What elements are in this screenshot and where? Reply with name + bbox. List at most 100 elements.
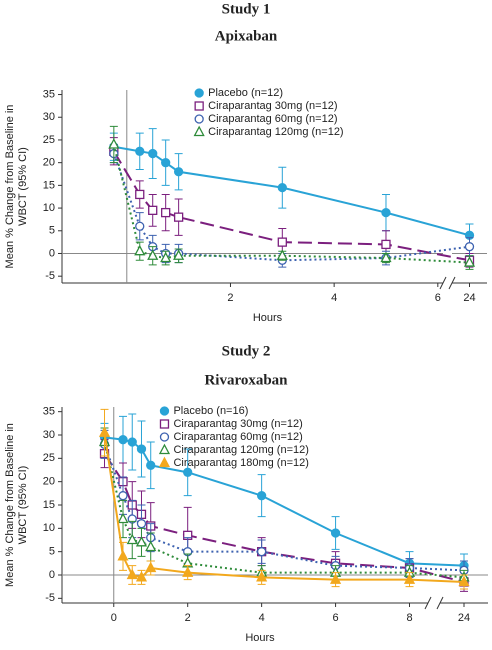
x-tick-label: 4: [331, 292, 337, 304]
legend-label: Ciraparantag 120mg (n=12): [173, 444, 308, 456]
y-axis-label: WBCT (95% CI): [17, 466, 29, 545]
data-point: [126, 568, 138, 580]
data-point: [135, 535, 148, 547]
x-tick-label: 2: [227, 292, 233, 304]
x-tick-label: 8: [406, 612, 412, 624]
data-point: [148, 148, 158, 159]
series-line: [103, 441, 465, 579]
data-point: [147, 249, 159, 260]
data-point: [381, 239, 391, 250]
data-point: [127, 437, 137, 447]
data-point: [136, 444, 147, 454]
data-point: [135, 570, 148, 582]
data-point: [98, 426, 111, 437]
data-point: [146, 460, 156, 470]
legend-marker: [158, 456, 171, 468]
data-point: [173, 167, 184, 177]
data-point: [117, 512, 129, 524]
y-tick-label: 25: [43, 452, 55, 464]
legend-label: Ciraparantag 30mg (n=12): [173, 418, 302, 430]
x-tick-label: 24: [458, 612, 470, 624]
legend-marker: [159, 419, 170, 429]
x-tick-label: 0: [111, 612, 117, 624]
y-tick-label: 25: [43, 134, 55, 146]
y-tick-label: -5: [45, 592, 55, 604]
data-point: [183, 467, 193, 477]
data-point: [161, 207, 171, 218]
y-tick-label: 10: [43, 202, 55, 214]
series-line: [103, 443, 465, 572]
y-tick-label: 30: [43, 429, 55, 441]
y-axis-label: Mean % Change from Baseline in: [4, 105, 16, 269]
y-tick-label: -5: [45, 270, 55, 282]
x-tick-label: 24: [463, 292, 475, 304]
data-point: [381, 207, 391, 218]
y-tick-label: 20: [43, 157, 55, 169]
legend-marker: [194, 88, 204, 98]
legend-marker: [159, 406, 170, 416]
data-point: [118, 435, 128, 445]
data-point: [126, 533, 138, 545]
legend-marker: [158, 443, 171, 455]
data-point: [117, 549, 129, 561]
data-point: [463, 256, 476, 267]
y-tick-label: 5: [49, 546, 55, 558]
y-tick-label: 35: [43, 88, 55, 100]
y-tick-label: 10: [43, 522, 55, 534]
data-point: [277, 237, 287, 247]
legend-label: Ciraparantag 120mg (n=12): [208, 126, 343, 138]
y-tick-label: 35: [43, 406, 55, 418]
data-point: [161, 158, 171, 168]
legend-label: Placebo (n=16): [173, 405, 248, 417]
x-axis-label: Hours: [245, 632, 275, 644]
y-tick-label: 15: [43, 179, 55, 191]
legend-label: Ciraparantag 60mg (n=12): [208, 113, 337, 125]
data-point: [145, 540, 157, 552]
data-point: [277, 182, 287, 193]
axis-break-mark: [439, 276, 447, 290]
data-point: [182, 566, 194, 577]
data-point: [118, 491, 128, 501]
y-tick-label: 30: [43, 111, 55, 123]
y-tick-label: 15: [43, 499, 55, 511]
series-line: [104, 436, 465, 567]
data-point: [276, 249, 288, 260]
data-point: [458, 575, 470, 587]
legend-label: Placebo (n=12): [208, 87, 283, 99]
legend-marker: [194, 101, 204, 111]
x-tick-label: 6: [333, 612, 339, 624]
chart-subtitle: Apixaban: [215, 28, 278, 44]
data-point: [135, 221, 145, 231]
data-point: [380, 251, 392, 263]
y-tick-label: 0: [49, 569, 55, 581]
legend-label: Ciraparantag 30mg (n=12): [208, 100, 337, 112]
data-point: [330, 528, 341, 538]
data-point: [464, 242, 475, 252]
data-point: [134, 244, 146, 256]
series-line: [103, 432, 465, 583]
axis-break-mark: [448, 276, 456, 290]
data-point: [173, 249, 185, 260]
data-point: [136, 519, 147, 529]
chart-title: Study 2: [222, 343, 271, 359]
legend-marker: [159, 432, 170, 442]
series-line: [103, 453, 465, 583]
x-tick-label: 4: [259, 612, 265, 624]
x-tick-label: 2: [185, 612, 191, 624]
chart-subtitle: Rivaroxaban: [204, 372, 288, 388]
y-tick-label: 0: [49, 247, 55, 259]
y-tick-label: 20: [43, 476, 55, 488]
data-point: [160, 251, 172, 263]
x-tick-label: 6: [435, 292, 441, 304]
data-point: [256, 491, 267, 501]
y-axis-label: Mean % Change from Baseline in: [4, 423, 16, 587]
data-point: [135, 146, 145, 156]
axis-break-mark: [424, 596, 432, 610]
chart-title: Study 1: [222, 1, 271, 17]
y-tick-label: 5: [49, 225, 55, 237]
legend-label: Ciraparantag 180mg (n=12): [173, 457, 308, 469]
data-point: [329, 573, 342, 584]
data-point: [256, 570, 268, 582]
data-point: [256, 547, 267, 557]
